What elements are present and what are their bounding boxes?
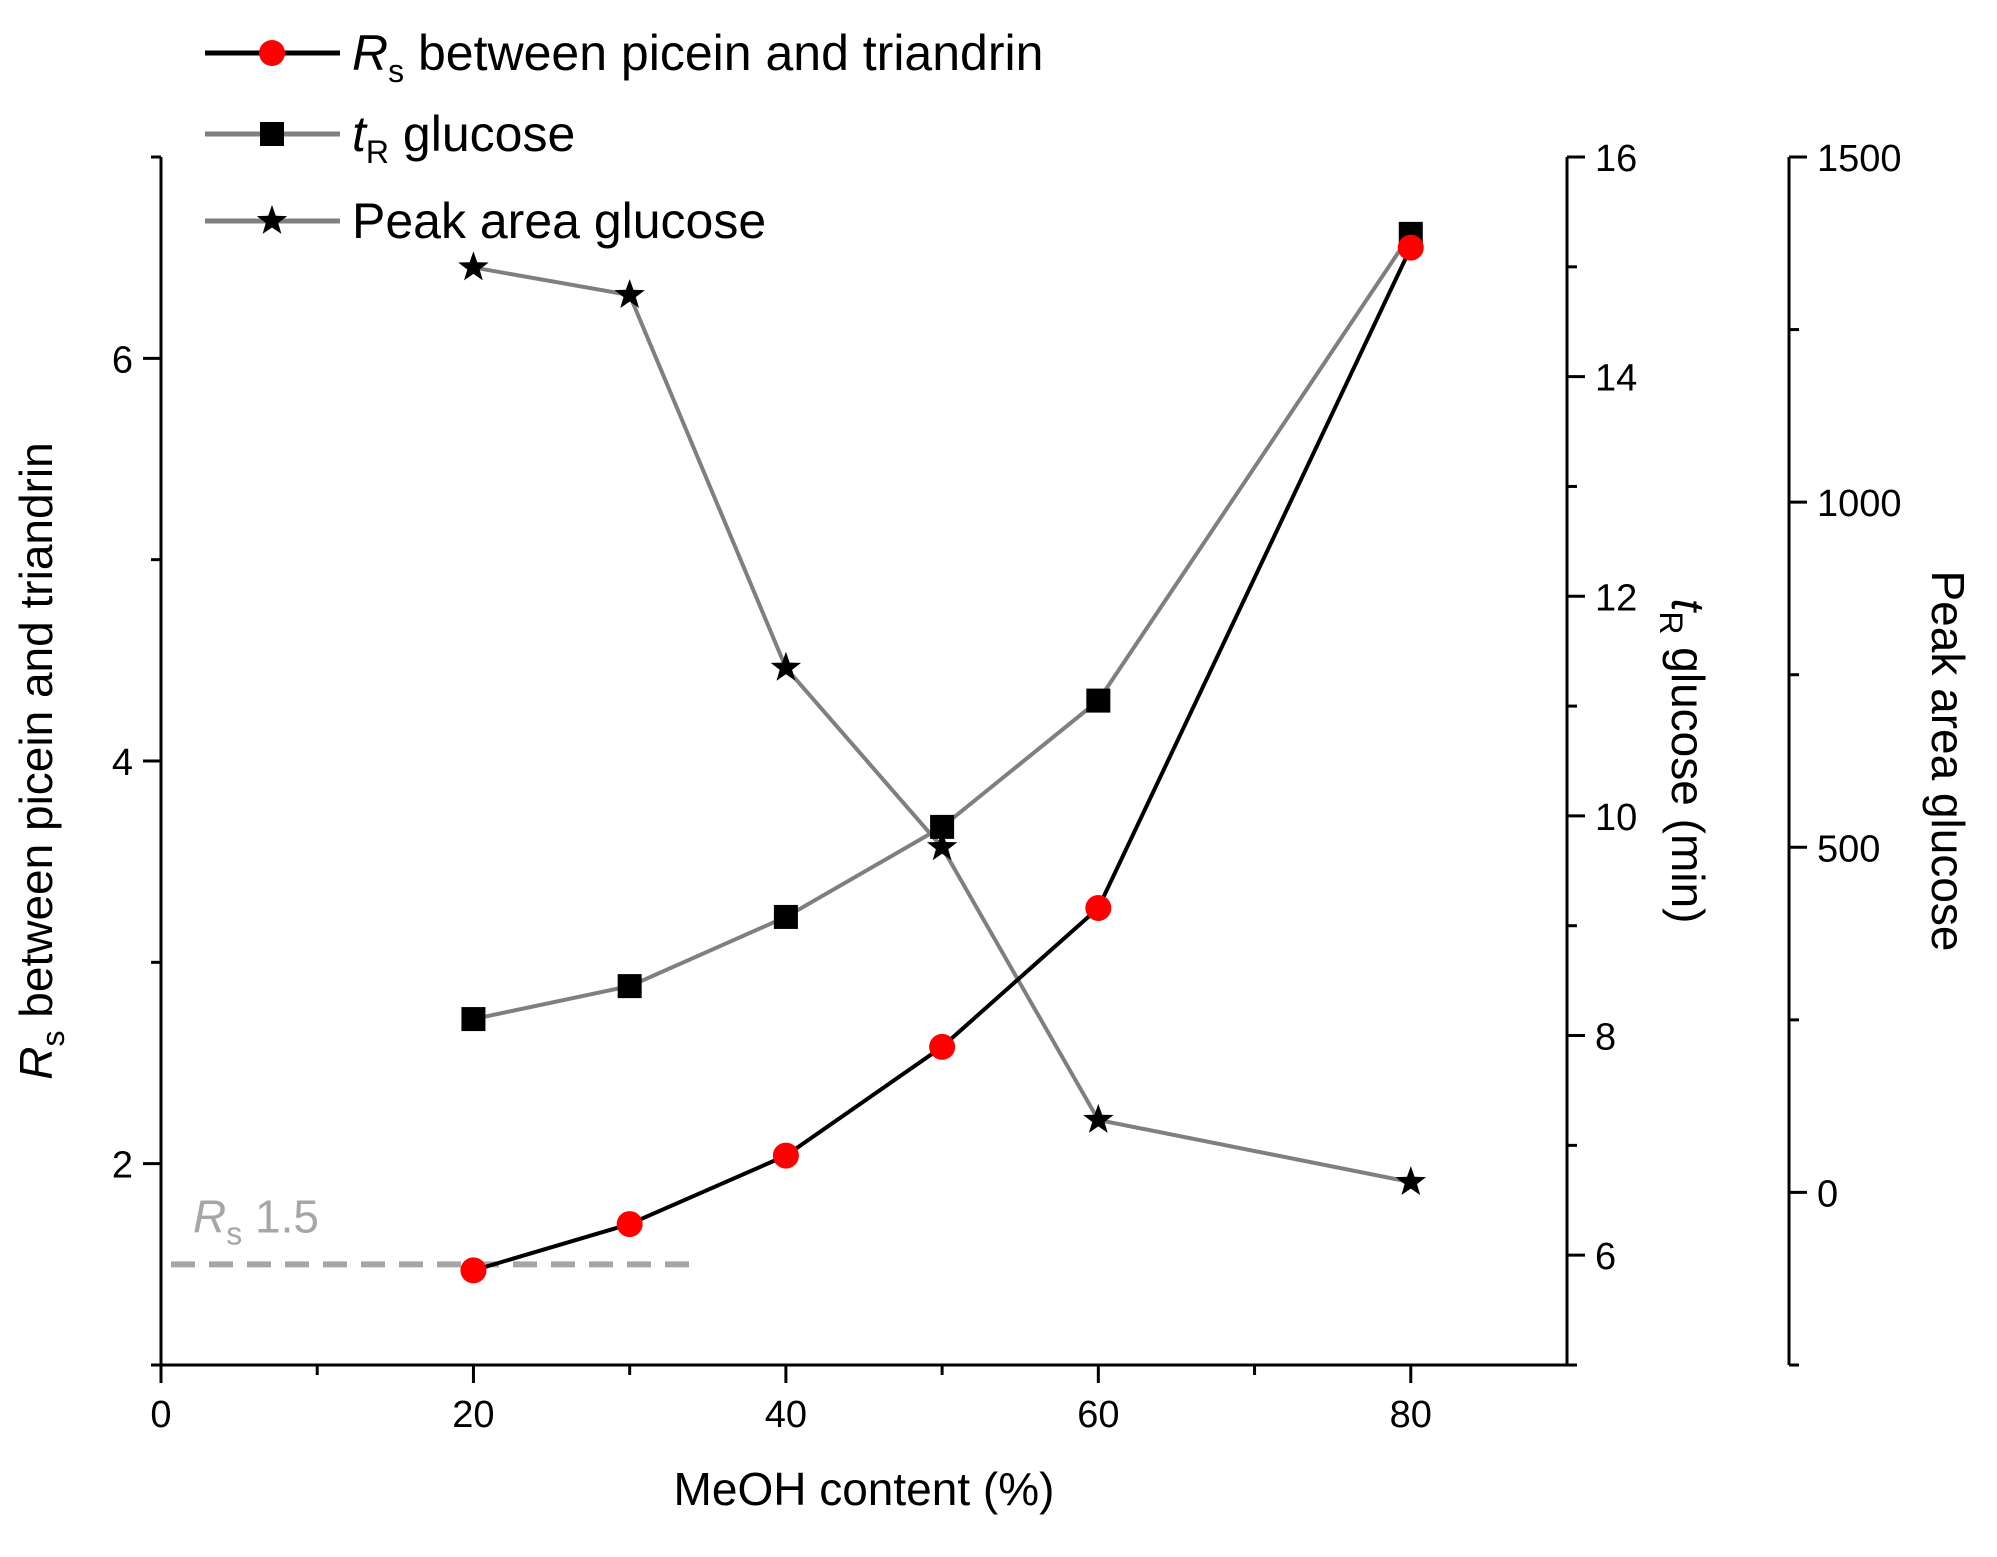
y-tick-label-rs: 6 xyxy=(112,339,133,381)
legend-label-2: Peak area glucose xyxy=(352,193,766,249)
y-tick-label-tr: 10 xyxy=(1595,797,1637,839)
y-tick-label-area: 500 xyxy=(1817,828,1880,870)
legend-item-0: Rs between picein and triandrin xyxy=(205,25,1043,89)
x-tick-label: 60 xyxy=(1077,1394,1119,1436)
data-point-0 xyxy=(929,1033,956,1060)
y-tick-label-tr: 8 xyxy=(1595,1017,1616,1059)
data-point-1 xyxy=(1086,688,1111,713)
data-point-2 xyxy=(926,831,958,861)
series-group xyxy=(458,221,1426,1284)
x-tick-label: 40 xyxy=(765,1394,807,1436)
data-point-2 xyxy=(614,279,645,308)
data-point-0 xyxy=(1397,234,1424,261)
series-1 xyxy=(461,221,1423,1032)
data-point-1 xyxy=(930,814,955,839)
series-line-2 xyxy=(473,265,1412,1185)
y-tick-label-area: 1000 xyxy=(1817,483,1902,525)
data-point-2 xyxy=(458,251,489,281)
data-point-1 xyxy=(461,1007,486,1032)
y-tick-label-tr: 16 xyxy=(1595,138,1637,180)
y-tick-label-area: 1500 xyxy=(1817,138,1902,180)
legend-marker-2 xyxy=(256,205,288,234)
series-2 xyxy=(458,251,1426,1195)
y-axis-title-tr: tR glucose (min) xyxy=(1653,599,1714,924)
legend-item-1: tR glucose xyxy=(205,106,575,170)
y-axis-title-rs: Rs between picein and triandrin xyxy=(10,442,71,1079)
legend: Rs between picein and triandrin tR glucos… xyxy=(205,25,1043,249)
legend-label-1: tR glucose xyxy=(352,106,575,170)
x-axis-title: MeOH content (%) xyxy=(674,1463,1055,1515)
data-point-0 xyxy=(460,1257,487,1284)
y-tick-label-tr: 14 xyxy=(1595,358,1637,400)
data-point-1 xyxy=(773,904,798,929)
reference-line-label: Rs 1.5 xyxy=(193,1190,319,1251)
x-tick-label: 20 xyxy=(452,1394,494,1436)
reference-line-group: Rs 1.5 xyxy=(171,1190,693,1268)
data-point-0 xyxy=(1085,894,1112,921)
data-point-0 xyxy=(616,1211,643,1238)
data-point-1 xyxy=(617,974,642,999)
legend-marker-0 xyxy=(259,40,285,66)
y-tick-label-area: 0 xyxy=(1817,1173,1838,1215)
series-line-1 xyxy=(473,232,1413,1022)
legend-label-0: Rs between picein and triandrin xyxy=(352,25,1043,89)
data-point-2 xyxy=(770,651,802,681)
data-point-0 xyxy=(772,1142,799,1169)
x-tick-label: 80 xyxy=(1390,1394,1432,1436)
x-tick-label: 0 xyxy=(150,1394,171,1436)
data-point-2 xyxy=(1395,1166,1426,1195)
series-line-0 xyxy=(472,246,1413,1273)
y-tick-label-tr: 12 xyxy=(1595,577,1637,619)
y-tick-label-rs: 4 xyxy=(112,742,133,784)
data-point-2 xyxy=(1083,1103,1114,1133)
y-axis-title-area: Peak area glucose xyxy=(1922,570,1974,951)
y-tick-label-tr: 6 xyxy=(1595,1236,1616,1278)
series-0 xyxy=(460,234,1424,1284)
y-tick-label-rs: 2 xyxy=(112,1145,133,1187)
legend-item-2: Peak area glucose xyxy=(205,193,766,249)
legend-marker-1 xyxy=(260,122,284,146)
